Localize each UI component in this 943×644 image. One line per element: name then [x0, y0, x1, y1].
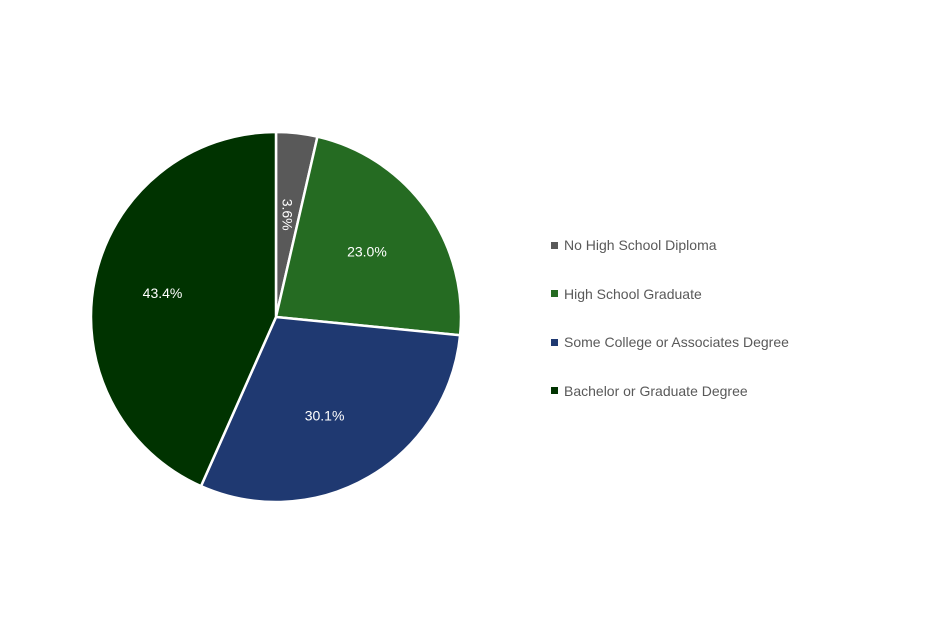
legend-label: Bachelor or Graduate Degree: [564, 382, 748, 399]
pie-slices: [89, 130, 463, 504]
pie-slice: [274, 135, 463, 337]
pie-slice: [199, 315, 462, 504]
pie-slice: [89, 130, 278, 488]
data-label: 43.4%: [143, 285, 183, 301]
chart-legend: No High School Diploma High School Gradu…: [551, 235, 789, 429]
data-label: 23.0%: [347, 244, 387, 260]
legend-item: Bachelor or Graduate Degree: [551, 381, 789, 401]
legend-swatch: [551, 338, 558, 346]
legend-swatch: [551, 290, 558, 297]
data-label: 30.1%: [305, 408, 345, 424]
data-label: 3.6%: [280, 199, 296, 231]
legend-item: No High School Diploma: [551, 235, 789, 255]
pie-data-labels: 3.6% 23.0% 30.1% 43.4%: [143, 199, 387, 424]
legend-label: High School Graduate: [564, 285, 702, 302]
legend-item: Some College or Associates Degree: [551, 332, 789, 352]
legend-swatch: [551, 387, 558, 394]
legend-swatch: [551, 241, 558, 249]
legend-label: Some College or Associates Degree: [564, 334, 789, 350]
legend-label: No High School Diploma: [564, 237, 717, 253]
legend-item: High School Graduate: [551, 284, 789, 304]
